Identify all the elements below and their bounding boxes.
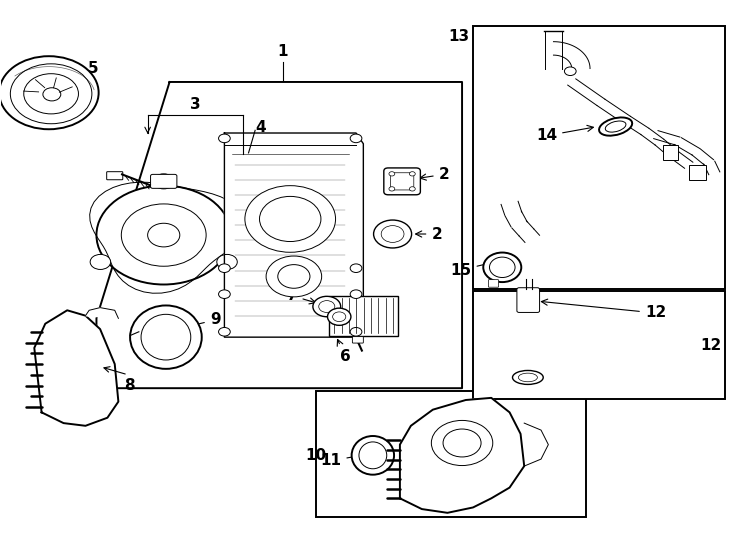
Circle shape bbox=[219, 327, 230, 336]
Text: 3: 3 bbox=[190, 97, 200, 112]
Ellipse shape bbox=[490, 257, 515, 278]
FancyBboxPatch shape bbox=[106, 172, 123, 180]
Text: 4: 4 bbox=[255, 119, 266, 134]
Circle shape bbox=[219, 264, 230, 273]
Ellipse shape bbox=[518, 373, 537, 382]
Circle shape bbox=[389, 172, 395, 176]
Circle shape bbox=[153, 174, 174, 189]
Circle shape bbox=[443, 429, 481, 457]
Circle shape bbox=[350, 327, 362, 336]
Text: 7: 7 bbox=[287, 288, 316, 304]
Ellipse shape bbox=[512, 370, 543, 384]
Circle shape bbox=[410, 187, 415, 191]
Bar bbox=[688, 165, 706, 180]
Polygon shape bbox=[225, 133, 363, 337]
Circle shape bbox=[245, 186, 335, 252]
Text: 12: 12 bbox=[700, 338, 722, 353]
Circle shape bbox=[333, 312, 346, 322]
Circle shape bbox=[43, 88, 61, 101]
Ellipse shape bbox=[141, 314, 191, 360]
Circle shape bbox=[350, 264, 362, 273]
Text: 10: 10 bbox=[305, 448, 327, 463]
Bar bbox=[316, 391, 586, 517]
Text: 12: 12 bbox=[542, 299, 666, 320]
FancyBboxPatch shape bbox=[488, 280, 498, 287]
Text: 2: 2 bbox=[420, 167, 449, 182]
Bar bbox=[663, 145, 677, 160]
Circle shape bbox=[350, 290, 362, 299]
Circle shape bbox=[121, 204, 206, 266]
Polygon shape bbox=[400, 398, 524, 513]
Ellipse shape bbox=[352, 436, 394, 475]
Polygon shape bbox=[34, 310, 118, 426]
Text: 9: 9 bbox=[170, 313, 220, 333]
Bar bbox=[473, 25, 725, 289]
Circle shape bbox=[219, 290, 230, 299]
Circle shape bbox=[277, 265, 310, 288]
Circle shape bbox=[219, 134, 230, 143]
Text: 11: 11 bbox=[321, 453, 358, 468]
Circle shape bbox=[217, 254, 237, 269]
Circle shape bbox=[350, 134, 362, 143]
Circle shape bbox=[564, 67, 576, 76]
Circle shape bbox=[90, 254, 111, 269]
Text: 1: 1 bbox=[277, 44, 288, 59]
FancyBboxPatch shape bbox=[517, 288, 539, 313]
Circle shape bbox=[10, 64, 92, 124]
Text: 14: 14 bbox=[536, 125, 593, 143]
Circle shape bbox=[374, 220, 412, 248]
Circle shape bbox=[313, 296, 341, 317]
Polygon shape bbox=[85, 308, 118, 319]
FancyBboxPatch shape bbox=[384, 168, 421, 195]
FancyBboxPatch shape bbox=[352, 336, 363, 343]
Circle shape bbox=[410, 172, 415, 176]
Ellipse shape bbox=[606, 121, 626, 132]
Circle shape bbox=[266, 256, 321, 297]
Text: 13: 13 bbox=[448, 29, 469, 44]
Bar bbox=[473, 292, 725, 399]
Circle shape bbox=[23, 73, 79, 114]
Circle shape bbox=[0, 56, 98, 129]
Ellipse shape bbox=[483, 253, 521, 282]
Ellipse shape bbox=[359, 442, 387, 469]
Circle shape bbox=[389, 187, 395, 191]
FancyBboxPatch shape bbox=[150, 174, 177, 188]
Ellipse shape bbox=[599, 117, 632, 136]
Text: 8: 8 bbox=[124, 378, 135, 393]
Bar bbox=[329, 295, 398, 336]
Circle shape bbox=[432, 421, 493, 465]
Ellipse shape bbox=[130, 306, 202, 369]
Circle shape bbox=[327, 308, 351, 325]
Circle shape bbox=[260, 197, 321, 241]
Text: 6: 6 bbox=[337, 340, 350, 364]
Circle shape bbox=[96, 186, 231, 285]
FancyBboxPatch shape bbox=[390, 173, 414, 190]
Text: 15: 15 bbox=[451, 261, 491, 278]
Text: 5: 5 bbox=[63, 61, 98, 85]
Text: 2: 2 bbox=[415, 226, 442, 241]
Circle shape bbox=[381, 226, 404, 242]
Circle shape bbox=[319, 301, 335, 313]
Polygon shape bbox=[96, 82, 462, 388]
Circle shape bbox=[148, 223, 180, 247]
